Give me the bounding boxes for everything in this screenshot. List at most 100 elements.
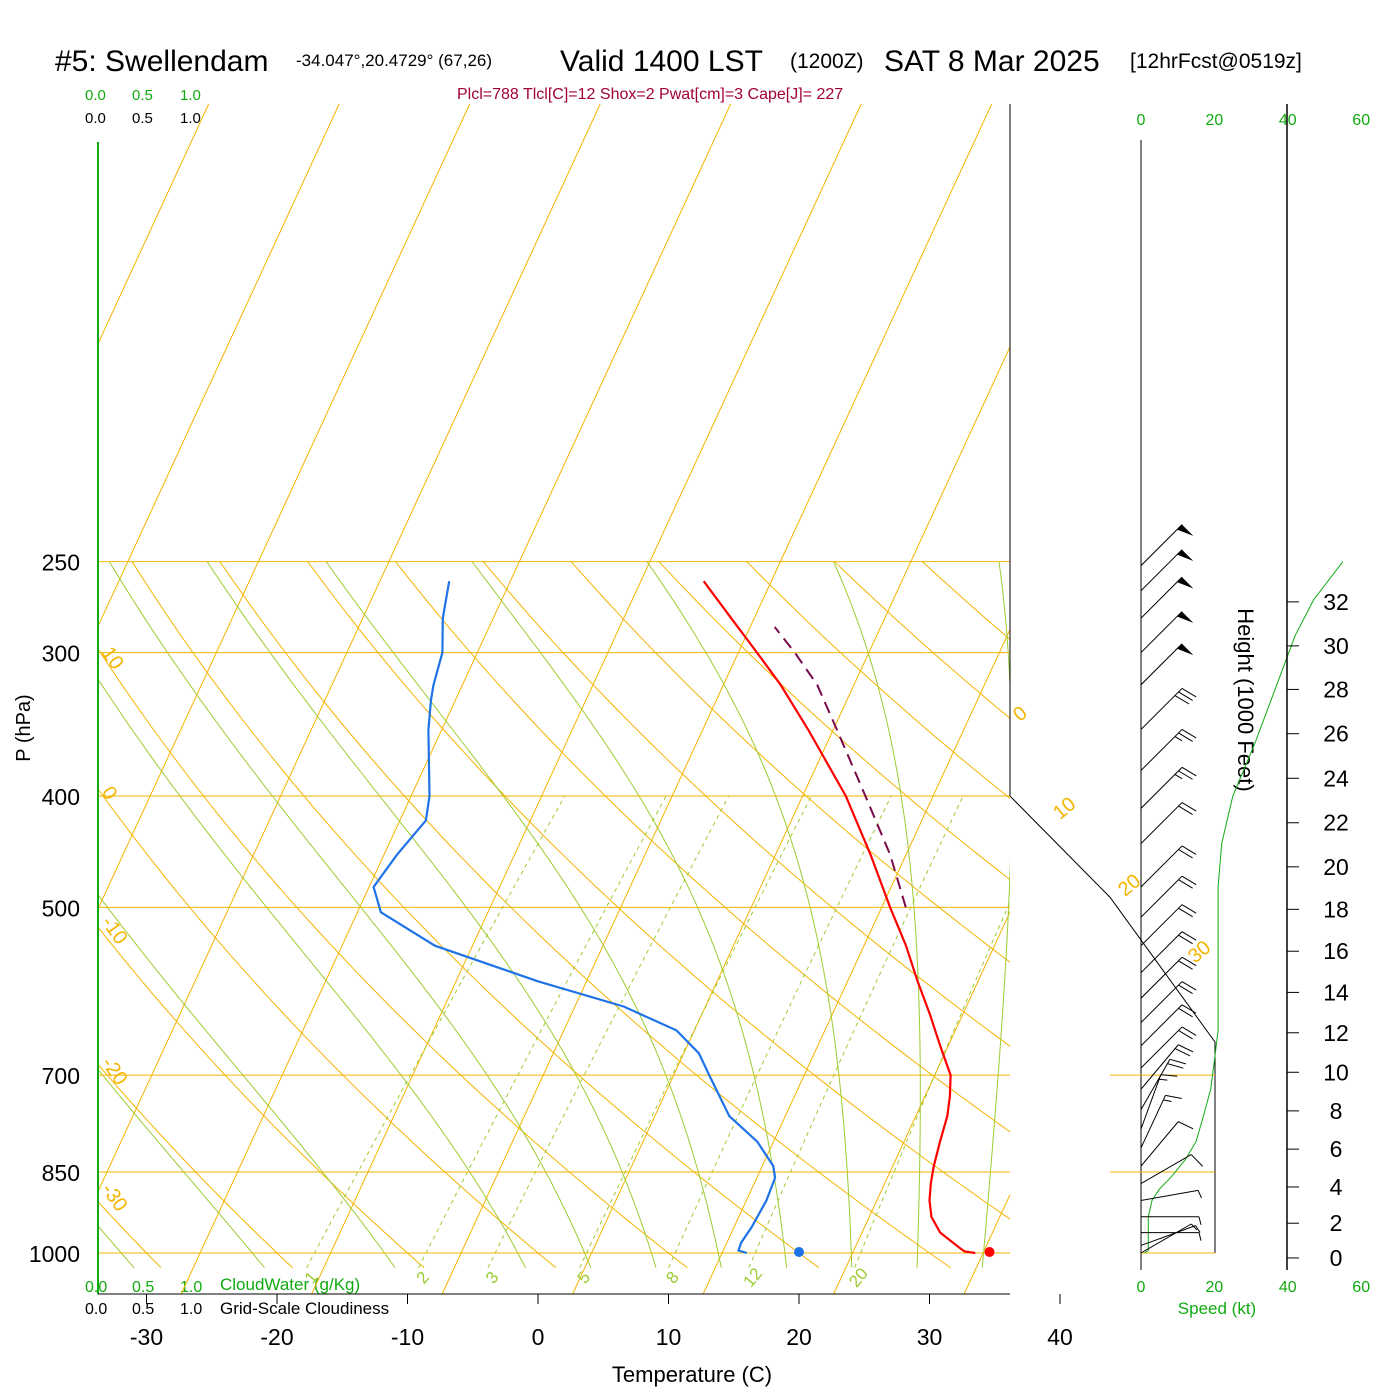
wind-barb-half-flag [1190, 1223, 1198, 1231]
background-grid [0, 104, 1010, 1294]
cloud-bottom-green-1: 0.5 [132, 1279, 154, 1296]
wind-barb [1140, 1094, 1182, 1149]
cloud-bottom-green-2: 1.0 [180, 1279, 202, 1296]
dry-adiabat-line [98, 647, 688, 1269]
wind-barb-pennant [1177, 549, 1194, 562]
height-tick-label: 16 [1323, 938, 1349, 964]
dry-adiabat-line [219, 561, 951, 1269]
wind-barb-flag [1178, 934, 1193, 945]
wind-barb-staff [1140, 1044, 1179, 1090]
mixing-ratio-line [579, 795, 812, 1268]
dry-adiabat-label: -10 [97, 912, 132, 948]
mixing-ratio-label: 8 [662, 1268, 683, 1287]
wind-barb-staff [1140, 1223, 1192, 1254]
mixing-ratio-line [418, 795, 667, 1268]
height-tick-label: 2 [1330, 1210, 1343, 1236]
wind-barb [1140, 904, 1197, 947]
moist-adiabat-line [646, 561, 853, 1268]
x-tick-label: 10 [656, 1324, 682, 1350]
dry-adiabat-line [395, 561, 1010, 1133]
wind-barb [1140, 1074, 1178, 1130]
height-tick-label: 22 [1323, 810, 1349, 836]
cloud-bottom-black-1: 0.5 [132, 1301, 154, 1318]
station-coords: -34.047°,20.4729° (67,26) [296, 51, 492, 70]
wind-barb [1140, 1189, 1202, 1201]
wind-barb-half-flag [1163, 1099, 1172, 1102]
moist-adiabat-line [98, 893, 396, 1268]
speed-tick-label: 0 [1137, 1279, 1146, 1296]
surface-dewpoint-marker [794, 1247, 804, 1258]
mixing-ratio-line [748, 795, 964, 1268]
wind-barb [1140, 875, 1197, 918]
wind-barb [1140, 845, 1197, 888]
mixing-ratio-label: 2 [413, 1268, 434, 1287]
height-tick-label: 12 [1323, 1020, 1349, 1046]
pressure-tick-label: 700 [42, 1063, 80, 1089]
mixing-ratio-line [854, 900, 1010, 1268]
pressure-tick-label: 300 [42, 641, 80, 667]
cloud-bottom-black-0: 0.0 [85, 1301, 107, 1318]
wind-barb-flag [1178, 732, 1193, 742]
wind-barb [1140, 688, 1197, 730]
wind-barb-staff [1140, 875, 1183, 918]
wind-barb-half-flag [1197, 1190, 1202, 1199]
dry-adiabat-line [98, 926, 425, 1269]
indices-line: Plcl=788 Tlcl[C]=12 Shox=2 Pwat[cm]=3 Ca… [457, 86, 843, 103]
moist-adiabat-line [98, 678, 526, 1268]
wind-barb-staff [1140, 1026, 1183, 1069]
dry-adiabat-label: 0 [1009, 702, 1032, 726]
wind-barb-flag [1181, 766, 1197, 777]
x-axis-title: Temperature (C) [612, 1362, 772, 1387]
wind-barb-flag [1181, 904, 1197, 914]
height-tick-label: 28 [1323, 676, 1349, 702]
height-tick-label: 26 [1323, 721, 1349, 747]
wind-barb-staff [1140, 524, 1183, 566]
wind-barb-staff [1140, 766, 1183, 809]
wind-barb-staff [1140, 1121, 1179, 1167]
wind-barb-staff [1140, 611, 1183, 653]
cloud-top-green-0: 0.0 [85, 87, 106, 104]
wind-panel-outline [1009, 795, 1216, 1253]
station-title: #5: Swellendam [55, 45, 268, 78]
dry-adiabat-line [98, 1201, 162, 1269]
height-axis-title: Height (1000 Feet) [1233, 608, 1258, 791]
wind-barb-flag [1178, 1044, 1194, 1053]
y-axis-title: P (hPa) [13, 694, 35, 761]
wind-barb-flag [1178, 1007, 1193, 1018]
dry-adiabat-line [307, 561, 1010, 1220]
wind-barb-pennant [1177, 577, 1194, 589]
speed-tick-label: 20 [1206, 112, 1224, 129]
x-tick-label: -30 [130, 1324, 163, 1350]
wind-barb-staff [1140, 1059, 1171, 1110]
x-tick-label: 40 [1047, 1324, 1073, 1350]
valid-time: Valid 1400 LST [560, 45, 763, 78]
speed-tick-label: 40 [1279, 112, 1297, 129]
dry-adiabat-line [570, 561, 1010, 963]
wind-barb-pennant [1177, 643, 1194, 656]
isotherm-line [702, 628, 1010, 1294]
wind-barb [1140, 956, 1197, 999]
wind-barb-staff [1140, 1225, 1196, 1246]
wind-barb-flag [1174, 1048, 1191, 1057]
pressure-tick-label: 1000 [29, 1241, 80, 1267]
height-tick-label: 6 [1330, 1136, 1343, 1162]
wind-barb-half-flag [1159, 1078, 1168, 1081]
wind-barb-half-flag [1195, 1225, 1201, 1233]
sounding-series [372, 580, 976, 1255]
moist-adiabat-line [471, 561, 787, 1268]
forecast-info: [12hrFcst@0519z] [1130, 50, 1302, 73]
dry-adiabat-label: 10 [1049, 793, 1080, 824]
wind-barb-staff [1140, 1189, 1199, 1201]
mixing-ratio-label: 3 [482, 1268, 503, 1287]
wind-barb-flag [1178, 984, 1193, 995]
wind-barb [1140, 549, 1194, 592]
wind-barb-staff [1140, 845, 1183, 888]
isotherm-line [0, 104, 78, 1294]
wind-barb-staff [1140, 1004, 1183, 1047]
wind-barb-flag [1169, 1058, 1186, 1065]
wind-barb-flag [1178, 691, 1193, 701]
wind-barb [1140, 576, 1194, 619]
speed-tick-label: 60 [1352, 112, 1370, 129]
dry-adiabat-line [98, 1063, 293, 1269]
